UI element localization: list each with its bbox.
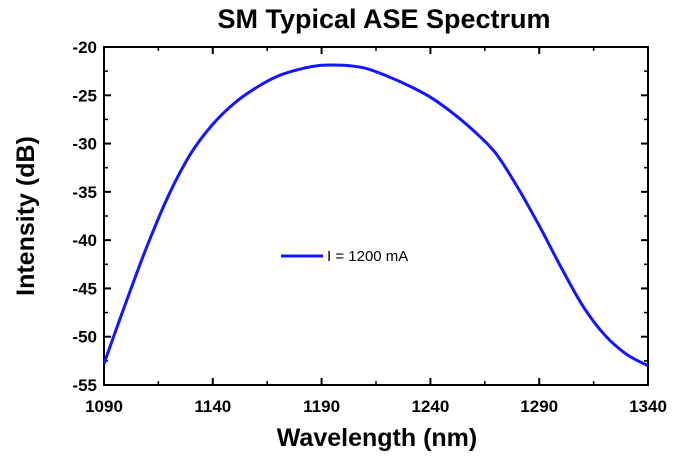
legend: I = 1200 mA	[281, 248, 408, 265]
y-tick-label: -55	[72, 376, 97, 395]
x-axis: 1090 1140 1190 1240 1290 1340	[85, 47, 667, 416]
series-layer	[102, 63, 649, 368]
series-line	[102, 63, 649, 368]
x-tick-label: 1290	[520, 397, 558, 416]
chart-title: SM Typical ASE Spectrum	[217, 4, 550, 34]
y-tick-label: -35	[72, 183, 97, 202]
plot-frame	[103, 46, 649, 386]
y-axis: -20 -25 -30 -35 -40 -45 -50 -55	[72, 38, 648, 395]
x-tick-label: 1090	[85, 397, 123, 416]
x-axis-label: Wavelength (nm)	[277, 424, 477, 452]
x-tick-label: 1140	[194, 397, 231, 416]
x-tick-label: 1240	[411, 397, 449, 416]
plot-area: -20 -25 -30 -35 -40 -45 -50 -55 1090 1140 1190 124…	[72, 38, 666, 416]
y-tick-label: -25	[72, 86, 97, 105]
y-tick-label: -45	[72, 279, 97, 298]
y-tick-label: -50	[72, 328, 97, 347]
y-axis-label: Intensity (dB)	[12, 136, 40, 296]
y-tick-label: -30	[72, 135, 97, 154]
x-tick-label: 1190	[303, 397, 340, 416]
legend-label: I = 1200 mA	[327, 248, 408, 265]
y-tick-label: -40	[72, 231, 97, 250]
x-tick-label: 1340	[629, 397, 667, 416]
y-tick-label: -20	[72, 38, 97, 57]
